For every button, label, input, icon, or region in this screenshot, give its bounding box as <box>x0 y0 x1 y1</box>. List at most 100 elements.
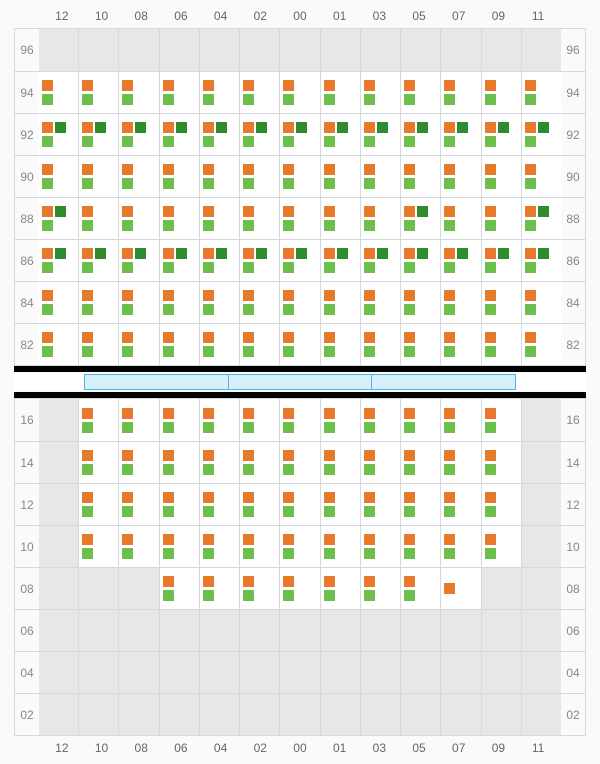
seat-cell[interactable] <box>440 29 480 71</box>
seat-cell[interactable] <box>521 568 561 609</box>
seat-cell[interactable] <box>279 484 319 525</box>
seat-cell[interactable] <box>400 29 440 71</box>
seat-cell[interactable] <box>159 442 199 483</box>
seat-cell[interactable] <box>440 198 480 239</box>
seat-cell[interactable] <box>199 694 239 735</box>
seat-cell[interactable] <box>521 29 561 71</box>
seat-cell[interactable] <box>118 324 158 365</box>
seat-cell[interactable] <box>481 526 521 567</box>
seat-cell[interactable] <box>199 399 239 441</box>
seat-cell[interactable] <box>440 484 480 525</box>
seat-cell[interactable] <box>159 652 199 693</box>
seat-cell[interactable] <box>279 324 319 365</box>
seat-cell[interactable] <box>360 282 400 323</box>
seat-cell[interactable] <box>39 72 78 113</box>
seat-cell[interactable] <box>440 652 480 693</box>
seat-cell[interactable] <box>400 568 440 609</box>
seat-cell[interactable] <box>39 652 78 693</box>
seat-cell[interactable] <box>481 240 521 281</box>
seat-cell[interactable] <box>360 240 400 281</box>
seat-cell[interactable] <box>78 610 118 651</box>
seat-cell[interactable] <box>360 694 400 735</box>
seat-cell[interactable] <box>279 29 319 71</box>
seat-cell[interactable] <box>400 324 440 365</box>
seat-cell[interactable] <box>239 198 279 239</box>
seat-cell[interactable] <box>279 282 319 323</box>
seat-cell[interactable] <box>360 526 400 567</box>
seat-cell[interactable] <box>159 29 199 71</box>
seat-cell[interactable] <box>159 694 199 735</box>
seat-cell[interactable] <box>320 610 360 651</box>
seat-cell[interactable] <box>78 484 118 525</box>
seat-cell[interactable] <box>199 324 239 365</box>
seat-cell[interactable] <box>481 324 521 365</box>
seat-cell[interactable] <box>360 568 400 609</box>
seat-cell[interactable] <box>360 610 400 651</box>
seat-cell[interactable] <box>440 694 480 735</box>
seat-cell[interactable] <box>279 240 319 281</box>
seat-cell[interactable] <box>440 156 480 197</box>
seat-cell[interactable] <box>78 29 118 71</box>
seat-cell[interactable] <box>159 72 199 113</box>
seat-cell[interactable] <box>360 484 400 525</box>
seat-cell[interactable] <box>279 610 319 651</box>
seat-cell[interactable] <box>39 156 78 197</box>
seat-cell[interactable] <box>400 694 440 735</box>
seat-cell[interactable] <box>118 652 158 693</box>
seat-cell[interactable] <box>521 282 561 323</box>
seat-cell[interactable] <box>39 568 78 609</box>
seat-cell[interactable] <box>481 694 521 735</box>
seat-cell[interactable] <box>360 29 400 71</box>
seat-cell[interactable] <box>78 568 118 609</box>
seat-cell[interactable] <box>440 399 480 441</box>
seat-cell[interactable] <box>39 29 78 71</box>
seat-cell[interactable] <box>39 694 78 735</box>
seat-cell[interactable] <box>39 526 78 567</box>
seat-cell[interactable] <box>320 72 360 113</box>
seat-cell[interactable] <box>481 114 521 155</box>
seat-cell[interactable] <box>118 156 158 197</box>
seat-cell[interactable] <box>159 282 199 323</box>
seat-cell[interactable] <box>159 484 199 525</box>
seat-cell[interactable] <box>521 399 561 441</box>
seat-cell[interactable] <box>521 324 561 365</box>
seat-cell[interactable] <box>481 610 521 651</box>
seat-cell[interactable] <box>320 240 360 281</box>
seat-cell[interactable] <box>39 324 78 365</box>
seat-cell[interactable] <box>440 568 480 609</box>
seat-cell[interactable] <box>199 72 239 113</box>
seat-cell[interactable] <box>481 156 521 197</box>
seat-cell[interactable] <box>199 568 239 609</box>
seat-cell[interactable] <box>159 610 199 651</box>
seat-cell[interactable] <box>39 484 78 525</box>
seat-cell[interactable] <box>159 568 199 609</box>
seat-cell[interactable] <box>320 442 360 483</box>
seat-cell[interactable] <box>78 72 118 113</box>
seat-cell[interactable] <box>239 694 279 735</box>
seat-cell[interactable] <box>239 526 279 567</box>
seat-cell[interactable] <box>239 156 279 197</box>
seat-cell[interactable] <box>360 399 400 441</box>
seat-cell[interactable] <box>320 652 360 693</box>
seat-cell[interactable] <box>239 399 279 441</box>
seat-cell[interactable] <box>199 29 239 71</box>
seat-cell[interactable] <box>239 324 279 365</box>
seat-cell[interactable] <box>521 156 561 197</box>
seat-cell[interactable] <box>440 240 480 281</box>
seat-cell[interactable] <box>199 610 239 651</box>
seat-cell[interactable] <box>239 72 279 113</box>
seat-cell[interactable] <box>279 694 319 735</box>
seat-cell[interactable] <box>400 282 440 323</box>
seat-cell[interactable] <box>521 484 561 525</box>
seat-cell[interactable] <box>481 652 521 693</box>
seat-cell[interactable] <box>360 198 400 239</box>
seat-cell[interactable] <box>320 282 360 323</box>
seat-cell[interactable] <box>118 526 158 567</box>
seat-cell[interactable] <box>279 72 319 113</box>
seat-cell[interactable] <box>239 652 279 693</box>
seat-cell[interactable] <box>39 399 78 441</box>
seat-cell[interactable] <box>78 442 118 483</box>
seat-cell[interactable] <box>400 610 440 651</box>
seat-cell[interactable] <box>118 442 158 483</box>
seat-cell[interactable] <box>159 240 199 281</box>
